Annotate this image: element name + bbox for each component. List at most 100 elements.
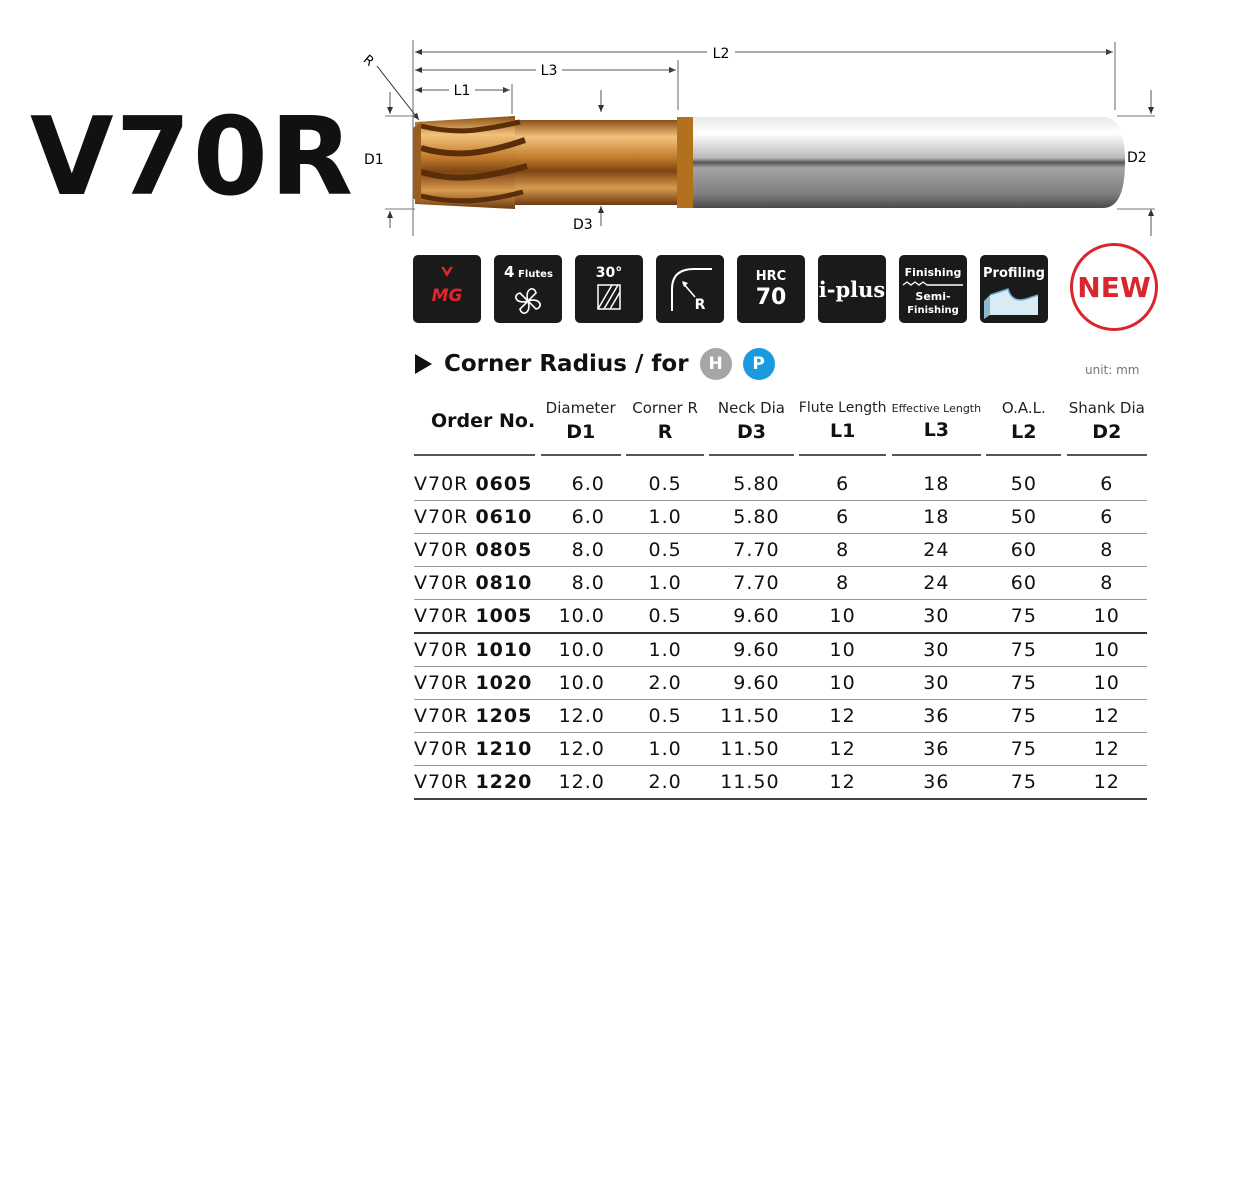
material-h-badge: H [699, 348, 732, 380]
value-cell: 2.0 [626, 666, 705, 700]
value-cell: 75 [986, 699, 1062, 733]
play-triangle-icon [415, 354, 432, 374]
value-cell: 9.60 [709, 633, 794, 667]
value-cell: 24 [891, 533, 982, 567]
l1-label: L1 [454, 83, 471, 99]
value-cell: 75 [986, 633, 1062, 667]
value-cell: 10 [1066, 666, 1147, 700]
value-cell: 11.50 [709, 765, 794, 800]
order-no-header: Order No. [414, 388, 536, 456]
order-no-cell: V70R 0605 [414, 468, 536, 501]
value-cell: 6 [1066, 468, 1147, 501]
value-cell: 18 [891, 500, 982, 534]
table-row: V70R 1205 12.0 0.5 11.50 12 36 75 12 [414, 699, 1147, 733]
value-cell: 10.0 [540, 633, 621, 667]
column-header: Neck Dia D3 [709, 388, 794, 456]
value-cell: 8.0 [540, 533, 621, 567]
section-title-text: Corner Radius / for [444, 351, 689, 377]
value-cell: 8 [1066, 566, 1147, 600]
four-flutes-icon: 4 Flutes [494, 255, 562, 323]
order-no-cell: V70R 1005 [414, 599, 536, 634]
svg-text:Finishing: Finishing [907, 305, 959, 316]
value-cell: 24 [891, 566, 982, 600]
feature-icons: MG 4 Flutes 30° R [413, 243, 1173, 345]
column-header: Flute Length L1 [798, 388, 887, 456]
value-cell: 36 [891, 699, 982, 733]
value-cell: 7.70 [709, 533, 794, 567]
value-cell: 36 [891, 765, 982, 800]
svg-text:MG: MG [432, 286, 463, 306]
value-cell: 0.5 [626, 599, 705, 634]
value-cell: 8 [798, 566, 887, 600]
end-mill-drawing: L2 L3 L1 R D1 D3 D2 [360, 40, 1155, 236]
value-cell: 12 [1066, 732, 1147, 766]
order-no-cell: V70R 1010 [414, 633, 536, 667]
value-cell: 12.0 [540, 732, 621, 766]
order-no-cell: V70R 0610 [414, 500, 536, 534]
value-cell: 6 [1066, 500, 1147, 534]
value-cell: 30 [891, 599, 982, 634]
value-cell: 12 [1066, 765, 1147, 800]
value-cell: 9.60 [709, 666, 794, 700]
table-row: V70R 0610 6.0 1.0 5.80 6 18 50 6 [414, 500, 1147, 534]
value-cell: 8 [1066, 533, 1147, 567]
column-header: Effective Length L3 [891, 388, 982, 456]
column-header: O.A.L. L2 [986, 388, 1062, 456]
svg-text:Flutes: Flutes [518, 269, 553, 280]
section-title: Corner Radius / for H P [415, 348, 775, 380]
value-cell: 12 [798, 732, 887, 766]
value-cell: 10 [798, 666, 887, 700]
value-cell: 36 [891, 732, 982, 766]
value-cell: 2.0 [626, 765, 705, 800]
order-no-cell: V70R 1205 [414, 699, 536, 733]
value-cell: 30 [891, 666, 982, 700]
value-cell: 5.80 [709, 500, 794, 534]
table-row: V70R 1005 10.0 0.5 9.60 10 30 75 10 [414, 599, 1147, 634]
column-header: Shank Dia D2 [1066, 388, 1147, 456]
d1-label: D1 [364, 152, 384, 168]
column-header: Diameter D1 [540, 388, 621, 456]
new-badge: NEW [1070, 243, 1158, 331]
value-cell: 75 [986, 599, 1062, 634]
svg-text:4: 4 [504, 263, 514, 281]
value-cell: 75 [986, 732, 1062, 766]
value-cell: 10.0 [540, 599, 621, 634]
hrc70-icon: HRC 70 [737, 255, 805, 323]
order-no-cell: V70R 1020 [414, 666, 536, 700]
material-p-badge: P [742, 348, 775, 380]
order-no-cell: V70R 1210 [414, 732, 536, 766]
corner-radius-icon: R [656, 255, 724, 323]
d3-label: D3 [573, 217, 593, 233]
value-cell: 6 [798, 500, 887, 534]
value-cell: 75 [986, 666, 1062, 700]
table-row: V70R 0605 6.0 0.5 5.80 6 18 50 6 [414, 468, 1147, 501]
value-cell: 12 [798, 765, 887, 800]
profiling-icon: Profiling [980, 255, 1048, 323]
value-cell: 1.0 [626, 633, 705, 667]
table-row: V70R 1220 12.0 2.0 11.50 12 36 75 12 [414, 765, 1147, 800]
value-cell: 8 [798, 533, 887, 567]
finishing-icon: Finishing Semi- Finishing [899, 255, 967, 323]
value-cell: 12 [798, 699, 887, 733]
value-cell: 9.60 [709, 599, 794, 634]
value-cell: 10 [1066, 599, 1147, 634]
svg-text:i-plus: i-plus [819, 277, 885, 302]
value-cell: 0.5 [626, 699, 705, 733]
value-cell: 10 [798, 633, 887, 667]
order-no-cell: V70R 0810 [414, 566, 536, 600]
value-cell: 8.0 [540, 566, 621, 600]
d2-label: D2 [1127, 150, 1147, 166]
r-label: R [360, 52, 377, 69]
value-cell: 30 [891, 633, 982, 667]
table-row: V70R 1020 10.0 2.0 9.60 10 30 75 10 [414, 666, 1147, 700]
svg-text:70: 70 [756, 285, 787, 310]
table-row: V70R 1010 10.0 1.0 9.60 10 30 75 10 [414, 633, 1147, 667]
value-cell: 6.0 [540, 468, 621, 501]
value-cell: 1.0 [626, 500, 705, 534]
value-cell: 0.5 [626, 533, 705, 567]
value-cell: 50 [986, 468, 1062, 501]
order-no-cell: V70R 0805 [414, 533, 536, 567]
